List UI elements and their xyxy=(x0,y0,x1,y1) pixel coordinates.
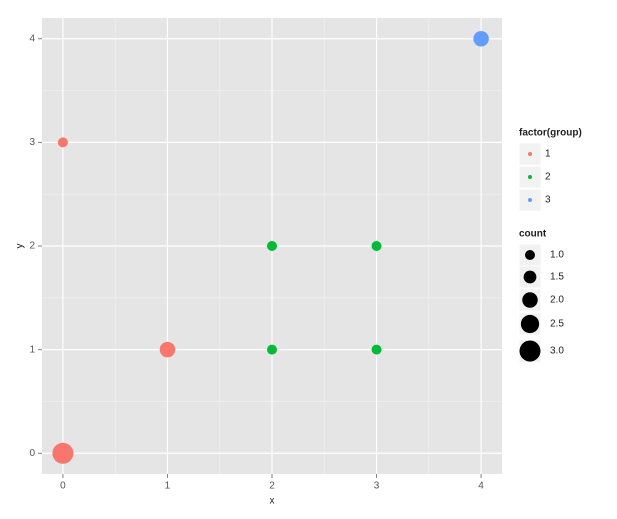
point xyxy=(52,442,74,464)
legend-size xyxy=(519,340,541,362)
legend-title: count xyxy=(519,229,547,240)
legend-swatch xyxy=(528,152,532,156)
y-tick-label: 1 xyxy=(29,344,35,355)
legend-label: 2 xyxy=(545,172,551,183)
point xyxy=(159,341,176,358)
point xyxy=(267,241,277,251)
legend-size xyxy=(522,292,538,308)
x-tick-label: 4 xyxy=(478,481,484,492)
point xyxy=(371,241,382,251)
legend-label: 1 xyxy=(545,149,551,160)
y-axis-label: y xyxy=(15,244,26,249)
legend-label: 1.5 xyxy=(550,272,564,283)
x-tick-label: 2 xyxy=(269,481,275,492)
legend-label: 2.0 xyxy=(550,295,564,306)
y-tick-label: 3 xyxy=(29,137,35,148)
x-tick-label: 1 xyxy=(165,481,171,492)
point xyxy=(267,344,277,355)
legend-label: 3 xyxy=(545,195,551,206)
legend-size xyxy=(525,250,535,260)
x-tick-label: 3 xyxy=(374,481,380,492)
legend-swatch xyxy=(528,198,532,202)
y-tick-label: 0 xyxy=(29,448,35,459)
legend-title: factor(group) xyxy=(519,128,582,139)
legend-swatch xyxy=(528,175,532,179)
y-tick-label: 2 xyxy=(29,241,35,252)
point xyxy=(371,344,382,355)
x-axis-label: x xyxy=(270,496,275,507)
point xyxy=(473,30,489,47)
legend-size xyxy=(520,314,540,334)
legend-label: 3.0 xyxy=(550,346,564,357)
point xyxy=(57,137,68,148)
legend-size xyxy=(523,270,537,284)
legend-label: 1.0 xyxy=(550,250,564,261)
y-tick-label: 4 xyxy=(29,33,35,44)
legend-label: 2.5 xyxy=(550,319,564,330)
x-tick-label: 0 xyxy=(60,481,66,492)
